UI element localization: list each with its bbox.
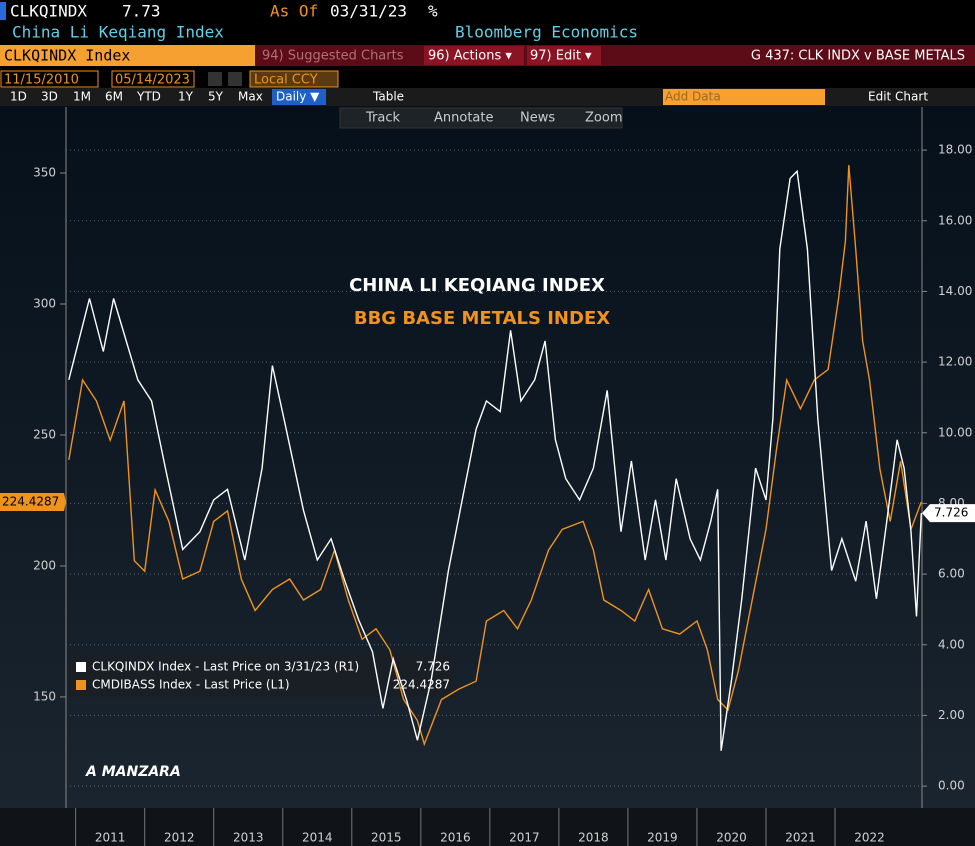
x-tick-label: 2014 bbox=[302, 831, 333, 845]
y-tick-label: 300 bbox=[33, 296, 56, 310]
y2-tick-label: 12.00 bbox=[938, 355, 972, 369]
x-tick-label: 2015 bbox=[371, 831, 402, 845]
as-of-date: 03/31/23 bbox=[330, 2, 407, 21]
x-tick-label: 2020 bbox=[716, 831, 747, 845]
frequency-box[interactable] bbox=[272, 89, 326, 105]
end-date: 05/14/2023 bbox=[115, 73, 190, 88]
legend-entry: CLKQINDX Index - Last Price on 3/31/23 (… bbox=[92, 660, 359, 674]
series-line bbox=[68, 165, 922, 747]
chart-code: G 437: CLK INDX v BASE METALS bbox=[751, 49, 965, 64]
x-tick-label: 2022 bbox=[854, 831, 885, 845]
menu-actions-bg bbox=[424, 46, 524, 65]
last-tag bbox=[922, 504, 975, 523]
x-tick-label: 2019 bbox=[647, 831, 678, 845]
period-btn[interactable]: Max bbox=[238, 90, 263, 104]
table-btn[interactable]: Table bbox=[372, 90, 404, 104]
chart-bg bbox=[0, 106, 975, 846]
menu-actions[interactable]: 96) Actions ▾ bbox=[428, 49, 512, 64]
period-btn[interactable]: YTD bbox=[136, 90, 161, 104]
period-btn[interactable]: 1Y bbox=[178, 90, 194, 104]
pct: % bbox=[428, 2, 438, 21]
as-of-label: As Of bbox=[270, 2, 318, 21]
frequency: Daily ▼ bbox=[276, 90, 320, 104]
ccy-box[interactable] bbox=[249, 70, 339, 88]
y2-tick-label: 14.00 bbox=[938, 284, 972, 298]
menu-edit[interactable]: 97) Edit ▾ bbox=[530, 49, 592, 64]
y2-tick-label: 18.00 bbox=[938, 143, 972, 157]
prev-btn[interactable] bbox=[208, 72, 222, 86]
legend-value: 7.726 bbox=[416, 660, 450, 674]
x-tick-label: 2012 bbox=[164, 831, 195, 845]
last-tag-label: 224.4287 bbox=[2, 494, 59, 508]
last-tag bbox=[0, 492, 66, 511]
period-btn[interactable]: 3D bbox=[41, 90, 58, 104]
x-tick-label: 2011 bbox=[95, 831, 126, 845]
y2-tick-label: 6.00 bbox=[938, 567, 965, 581]
legend-swatch bbox=[76, 680, 86, 690]
last: 7.73 bbox=[122, 2, 161, 21]
period-btn[interactable]: 6M bbox=[105, 90, 123, 104]
security-box-text: CLKQINDX Index bbox=[4, 47, 130, 65]
period-btn[interactable]: 1M bbox=[73, 90, 91, 104]
add-data: Add Data bbox=[665, 90, 721, 104]
marker bbox=[0, 2, 6, 20]
y-tick-label: 150 bbox=[33, 689, 56, 703]
edit-chart[interactable]: Edit Chart bbox=[868, 90, 928, 104]
series-line bbox=[68, 169, 922, 751]
legend-value: 224.4287 bbox=[393, 678, 450, 692]
period-btn[interactable]: 1D bbox=[10, 90, 27, 104]
y2-tick-label: 10.00 bbox=[938, 425, 972, 439]
y2-tick-label: 2.00 bbox=[938, 708, 965, 722]
x-tick-label: 2018 bbox=[578, 831, 609, 845]
legend-entry: CMDIBASS Index - Last Price (L1) bbox=[92, 678, 290, 692]
last-tag-label: 7.726 bbox=[934, 506, 968, 520]
add-data-box[interactable] bbox=[663, 89, 825, 105]
annotation: A MANZARA bbox=[85, 764, 181, 780]
period-btn[interactable]: 5Y bbox=[208, 90, 224, 104]
start-date: 11/15/2010 bbox=[4, 73, 79, 88]
ticker: CLKQINDX bbox=[10, 2, 87, 21]
tool-btn[interactable]: Track bbox=[365, 111, 400, 126]
y-tick-label: 250 bbox=[33, 427, 56, 441]
y2-tick-label: 16.00 bbox=[938, 213, 972, 227]
tool-btn[interactable]: Annotate bbox=[434, 111, 493, 126]
currency: Local CCY bbox=[254, 73, 318, 88]
tool-box bbox=[339, 107, 623, 129]
x-tick-label: 2016 bbox=[440, 831, 471, 845]
tool-btn[interactable]: News bbox=[520, 111, 555, 126]
chart-title: CHINA LI KEQIANG INDEX bbox=[349, 275, 605, 296]
legend-bg bbox=[68, 653, 456, 697]
x-tick-label: 2017 bbox=[509, 831, 540, 845]
chart-subtitle: BBG BASE METALS INDEX bbox=[354, 308, 610, 329]
x-tick-label: 2013 bbox=[233, 831, 264, 845]
y-tick-label: 350 bbox=[33, 166, 56, 180]
end-box[interactable] bbox=[111, 70, 195, 88]
next-btn[interactable] bbox=[228, 72, 242, 86]
x-tick-label: 2021 bbox=[785, 831, 816, 845]
y2-tick-label: 4.00 bbox=[938, 637, 965, 651]
tool-btn[interactable]: Zoom bbox=[585, 111, 622, 126]
legend-swatch bbox=[76, 662, 86, 672]
source: Bloomberg Economics bbox=[455, 23, 638, 42]
security-name: China Li Keqiang Index bbox=[12, 23, 224, 42]
menu-suggested[interactable]: 94) Suggested Charts bbox=[262, 49, 404, 64]
start-box[interactable] bbox=[0, 70, 99, 88]
x-axis-bg bbox=[0, 808, 975, 846]
y-tick-label: 200 bbox=[33, 558, 56, 572]
y2-tick-label: 0.00 bbox=[938, 779, 965, 793]
security-box[interactable] bbox=[0, 45, 255, 66]
menu-edit-bg bbox=[527, 46, 601, 65]
